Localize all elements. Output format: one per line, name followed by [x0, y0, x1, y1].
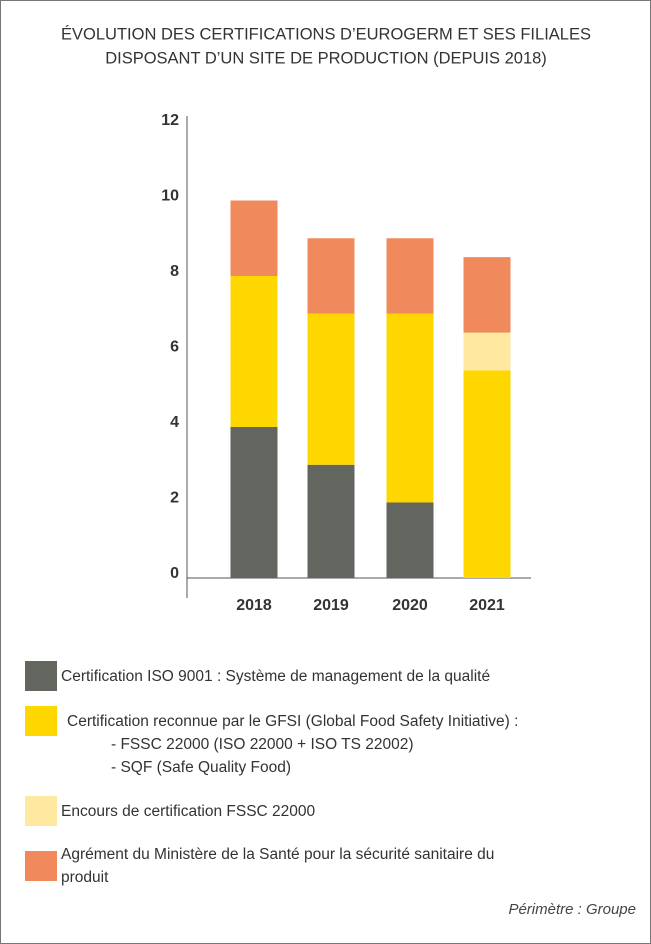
- legend-detail: - FSSC 22000 (ISO 22000 + ISO TS 22002): [111, 736, 414, 753]
- bar-segment: [386, 313, 434, 503]
- y-tick-label: 0: [170, 565, 179, 582]
- note: Périmètre : Groupe: [508, 901, 636, 918]
- y-tick-label: 6: [170, 339, 179, 356]
- legend-swatch: [25, 796, 57, 826]
- bar-segment: [463, 257, 511, 333]
- y-tick-label: 8: [170, 263, 179, 280]
- legend-label: Agrément du Ministère de la Santé pour l…: [61, 846, 495, 886]
- legend-text: Encours de certification FSSC 22000: [61, 800, 621, 823]
- chart: ÉVOLUTION DES CERTIFICATIONS D’EUROGERM …: [61, 24, 591, 614]
- bar-segment: [230, 427, 278, 578]
- legend-text: Agrément du Ministère de la Santé pour l…: [61, 843, 531, 889]
- legend-label: Certification ISO 9001 : Système de mana…: [61, 668, 491, 685]
- chart-title: DISPOSANT D’UN SITE DE PRODUCTION (DEPUI…: [105, 49, 547, 67]
- legend-text: Certification ISO 9001 : Système de mana…: [61, 665, 621, 688]
- legend-detail: - SQF (Safe Quality Food): [111, 759, 292, 776]
- bar-segment: [230, 200, 278, 276]
- x-tick-label: 2018: [236, 597, 272, 614]
- bar-segment: [307, 464, 355, 578]
- y-tick-label: 10: [161, 188, 179, 205]
- bar-segment: [307, 313, 355, 465]
- x-tick-label: 2019: [313, 597, 349, 614]
- legend-swatch: [25, 851, 57, 881]
- y-tick-label: 12: [161, 112, 179, 129]
- bar-segment: [307, 238, 355, 314]
- legend-swatch: [25, 661, 57, 691]
- legend-text: Certification reconnue par le GFSI (Glob…: [67, 710, 627, 779]
- bar-segment: [230, 276, 278, 427]
- legend-label: Encours de certification FSSC 22000: [61, 803, 316, 820]
- y-tick-label: 4: [170, 414, 179, 431]
- x-tick-label: 2020: [392, 597, 428, 614]
- legend-swatch: [25, 706, 57, 736]
- bar-segment: [463, 332, 511, 371]
- legend-label: Certification reconnue par le GFSI (Glob…: [67, 713, 519, 730]
- x-tick-label: 2021: [469, 597, 505, 614]
- y-tick-label: 2: [170, 490, 179, 507]
- chart-title: ÉVOLUTION DES CERTIFICATIONS D’EUROGERM …: [61, 24, 591, 43]
- bar-segment: [463, 370, 511, 578]
- bar-segment: [386, 238, 434, 314]
- bar-segment: [386, 502, 434, 578]
